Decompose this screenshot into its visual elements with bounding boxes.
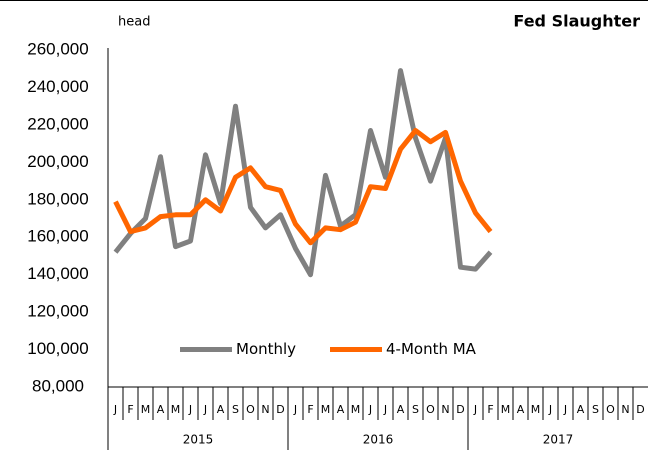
x-tick-label: F: [487, 403, 493, 416]
x-tick-label: A: [577, 403, 585, 416]
x-tick-label: A: [397, 403, 405, 416]
year-label: 2015: [183, 433, 214, 447]
x-tick-label: F: [127, 403, 133, 416]
x-tick-label: M: [531, 403, 541, 416]
x-tick-label: A: [517, 403, 525, 416]
y-tick-label: 160,000: [27, 227, 88, 246]
series-line: [113, 68, 493, 278]
y-tick-label: 220,000: [27, 114, 88, 133]
x-tick-label: N: [441, 403, 449, 416]
legend-label: 4-Month MA: [386, 340, 477, 358]
x-tick-label: M: [141, 403, 151, 416]
x-tick-label: O: [426, 403, 435, 416]
x-tick-label: O: [606, 403, 615, 416]
x-tick-label: J: [548, 403, 552, 416]
y-tick-label: 260,000: [27, 39, 88, 58]
x-tick-label: S: [232, 403, 239, 416]
year-label: 2017: [543, 433, 574, 447]
x-tick-label: J: [563, 403, 567, 416]
x-tick-label: J: [203, 403, 207, 416]
x-tick-label: D: [456, 403, 464, 416]
x-tick-label: J: [368, 403, 372, 416]
x-tick-label: F: [307, 403, 313, 416]
x-tick-label: A: [157, 403, 165, 416]
y-tick-label: 180,000: [27, 189, 88, 208]
x-tick-label: M: [351, 403, 361, 416]
y-axis-label: head: [118, 15, 150, 30]
x-tick-label: J: [473, 403, 477, 416]
y-tick-label: 200,000: [27, 152, 88, 171]
y-tick-label: 240,000: [27, 77, 88, 96]
x-tick-label: J: [188, 403, 192, 416]
x-tick-label: N: [621, 403, 629, 416]
y-tick-label: 120,000: [27, 302, 88, 321]
x-tick-label: S: [592, 403, 599, 416]
x-tick-label: J: [383, 403, 387, 416]
x-tick-label: D: [276, 403, 284, 416]
x-tick-label: A: [337, 403, 345, 416]
legend-label: Monthly: [236, 340, 296, 358]
y-tick-label: 80,000: [32, 376, 84, 395]
x-tick-label: M: [321, 403, 331, 416]
x-tick-label: J: [113, 403, 117, 416]
x-tick-label: S: [412, 403, 419, 416]
chart-title: Fed Slaughter: [513, 12, 640, 31]
x-tick-label: M: [501, 403, 511, 416]
x-tick-label: D: [636, 403, 644, 416]
series-line: [113, 128, 493, 246]
x-tick-label: N: [261, 403, 269, 416]
year-label: 2016: [363, 433, 394, 447]
x-tick-label: O: [246, 403, 255, 416]
x-tick-label: M: [171, 403, 181, 416]
y-tick-label: 140,000: [27, 264, 88, 283]
x-tick-label: A: [217, 403, 225, 416]
y-tick-label: 100,000: [27, 339, 88, 358]
x-tick-label: J: [293, 403, 297, 416]
